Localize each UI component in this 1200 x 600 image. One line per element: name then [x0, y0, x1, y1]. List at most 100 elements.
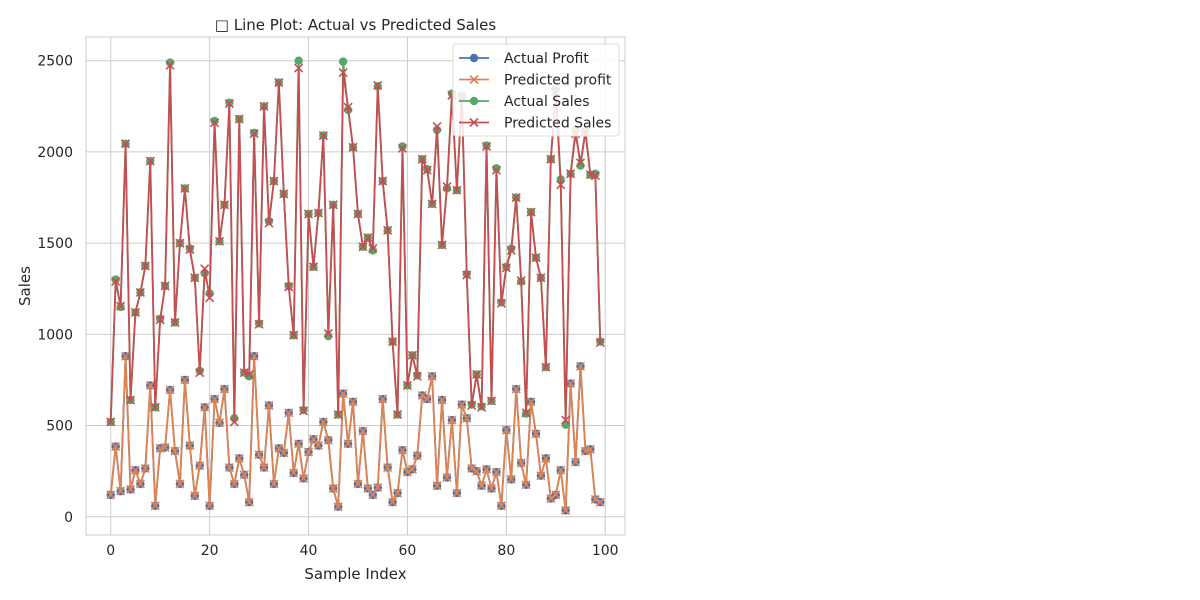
predicted-sales-point — [358, 242, 368, 252]
predicted-profit-point — [135, 479, 145, 489]
predicted-sales-point — [229, 417, 239, 427]
predicted-profit-point — [501, 425, 511, 435]
predicted-sales-point — [462, 270, 472, 280]
predicted-sales-point — [318, 130, 328, 141]
predicted-sales-point — [195, 368, 205, 378]
predicted-sales-point — [402, 380, 412, 390]
predicted-profit-point — [546, 493, 556, 504]
predicted-sales-point — [397, 143, 408, 153]
predicted-sales-point — [106, 417, 116, 427]
predicted-profit-point — [477, 481, 487, 491]
x-tick-label: 20 — [201, 543, 219, 559]
predicted-profit-point — [269, 479, 279, 489]
predicted-profit-point — [472, 466, 482, 476]
predicted-sales-point — [274, 78, 284, 88]
predicted-profit-point — [313, 441, 323, 451]
predicted-profit-point — [308, 434, 319, 444]
predicted-sales-point — [254, 319, 264, 329]
predicted-sales-point — [437, 240, 447, 250]
predicted-sales-point — [407, 350, 417, 360]
legend-label: Predicted profit — [504, 73, 612, 89]
x-tick-label: 40 — [300, 543, 318, 559]
predicted-profit-point — [486, 483, 497, 494]
predicted-sales-point — [486, 396, 497, 406]
y-tick-label: 500 — [46, 419, 73, 435]
predicted-profit-point — [180, 375, 190, 385]
legend-item-actual-profit: Actual Profit — [459, 51, 589, 67]
actual-sales-point — [294, 56, 303, 65]
predicted-sales-point — [348, 142, 358, 152]
predicted-profit-point — [348, 397, 358, 407]
series-line-predicted-sales — [109, 64, 602, 423]
predicted-sales-point — [432, 121, 442, 131]
predicted-sales-point — [392, 410, 403, 420]
legend-label: Actual Profit — [504, 51, 589, 67]
predicted-profit-point — [570, 457, 581, 467]
predicted-sales-point — [338, 68, 348, 78]
y-tick-label: 2500 — [37, 54, 73, 70]
legend-item-predicted-sales: Predicted Sales — [459, 116, 611, 132]
predicted-profit-point — [224, 462, 234, 473]
y-tick-label: 0 — [64, 510, 73, 526]
series-group — [106, 56, 605, 515]
predicted-profit-point — [323, 435, 333, 445]
predicted-profit-point — [214, 418, 225, 428]
predicted-profit-point — [150, 501, 160, 511]
predicted-profit-point — [125, 484, 136, 494]
predicted-profit-point — [541, 453, 551, 463]
predicted-profit-point — [566, 379, 576, 389]
predicted-profit-point — [185, 441, 195, 451]
predicted-sales-point — [556, 180, 566, 190]
series-predicted-profit — [106, 351, 605, 515]
legend-marker-point — [469, 53, 479, 63]
predicted-profit-point — [244, 497, 254, 507]
predicted-sales-point — [284, 282, 294, 292]
predicted-sales-point — [125, 395, 136, 405]
series-predicted-sales — [106, 60, 605, 427]
predicted-profit-point — [442, 472, 452, 483]
actual-sales-point — [576, 161, 585, 170]
predicted-sales-point — [264, 218, 274, 228]
predicted-sales-point — [481, 141, 492, 152]
predicted-sales-point — [239, 368, 249, 378]
predicted-sales-point — [521, 408, 531, 418]
predicted-sales-point — [501, 263, 511, 273]
actual-sales-point — [561, 420, 570, 429]
predicted-profit-point — [575, 361, 586, 371]
legend-marker-point — [469, 96, 479, 106]
predicted-sales-point — [249, 129, 259, 139]
predicted-profit-point — [392, 488, 403, 498]
actual-sales-point — [210, 116, 219, 126]
predicted-profit-point — [363, 483, 373, 494]
predicted-sales-point — [541, 362, 551, 372]
predicted-sales-point — [496, 298, 506, 308]
predicted-profit-point — [467, 463, 477, 473]
predicted-sales-point — [299, 406, 309, 416]
predicted-profit-point — [422, 394, 432, 404]
predicted-sales-point — [210, 118, 220, 128]
predicted-profit-point — [417, 390, 427, 401]
actual-sales-point — [324, 331, 333, 341]
predicted-profit-point — [259, 462, 269, 473]
predicted-sales-point — [150, 402, 160, 412]
predicted-profit-point — [397, 445, 408, 455]
predicted-sales-point — [575, 158, 586, 168]
actual-sales-point — [492, 164, 501, 173]
predicted-profit-point — [338, 389, 348, 399]
predicted-profit-point — [516, 458, 526, 468]
predicted-profit-point — [195, 461, 205, 471]
legend-marker-point — [469, 74, 479, 85]
predicted-profit-point — [590, 494, 600, 504]
predicted-sales-point — [328, 200, 338, 210]
predicted-profit-point — [254, 450, 264, 460]
predicted-sales-point — [378, 176, 388, 186]
predicted-profit-point — [383, 462, 393, 473]
actual-sales-point — [165, 58, 175, 67]
predicted-profit-point — [190, 491, 200, 501]
predicted-sales-point — [244, 369, 254, 380]
predicted-profit-point — [106, 490, 116, 500]
predicted-profit-point — [585, 444, 595, 454]
predicted-sales-point — [422, 165, 432, 175]
predicted-sales-point — [536, 273, 546, 283]
